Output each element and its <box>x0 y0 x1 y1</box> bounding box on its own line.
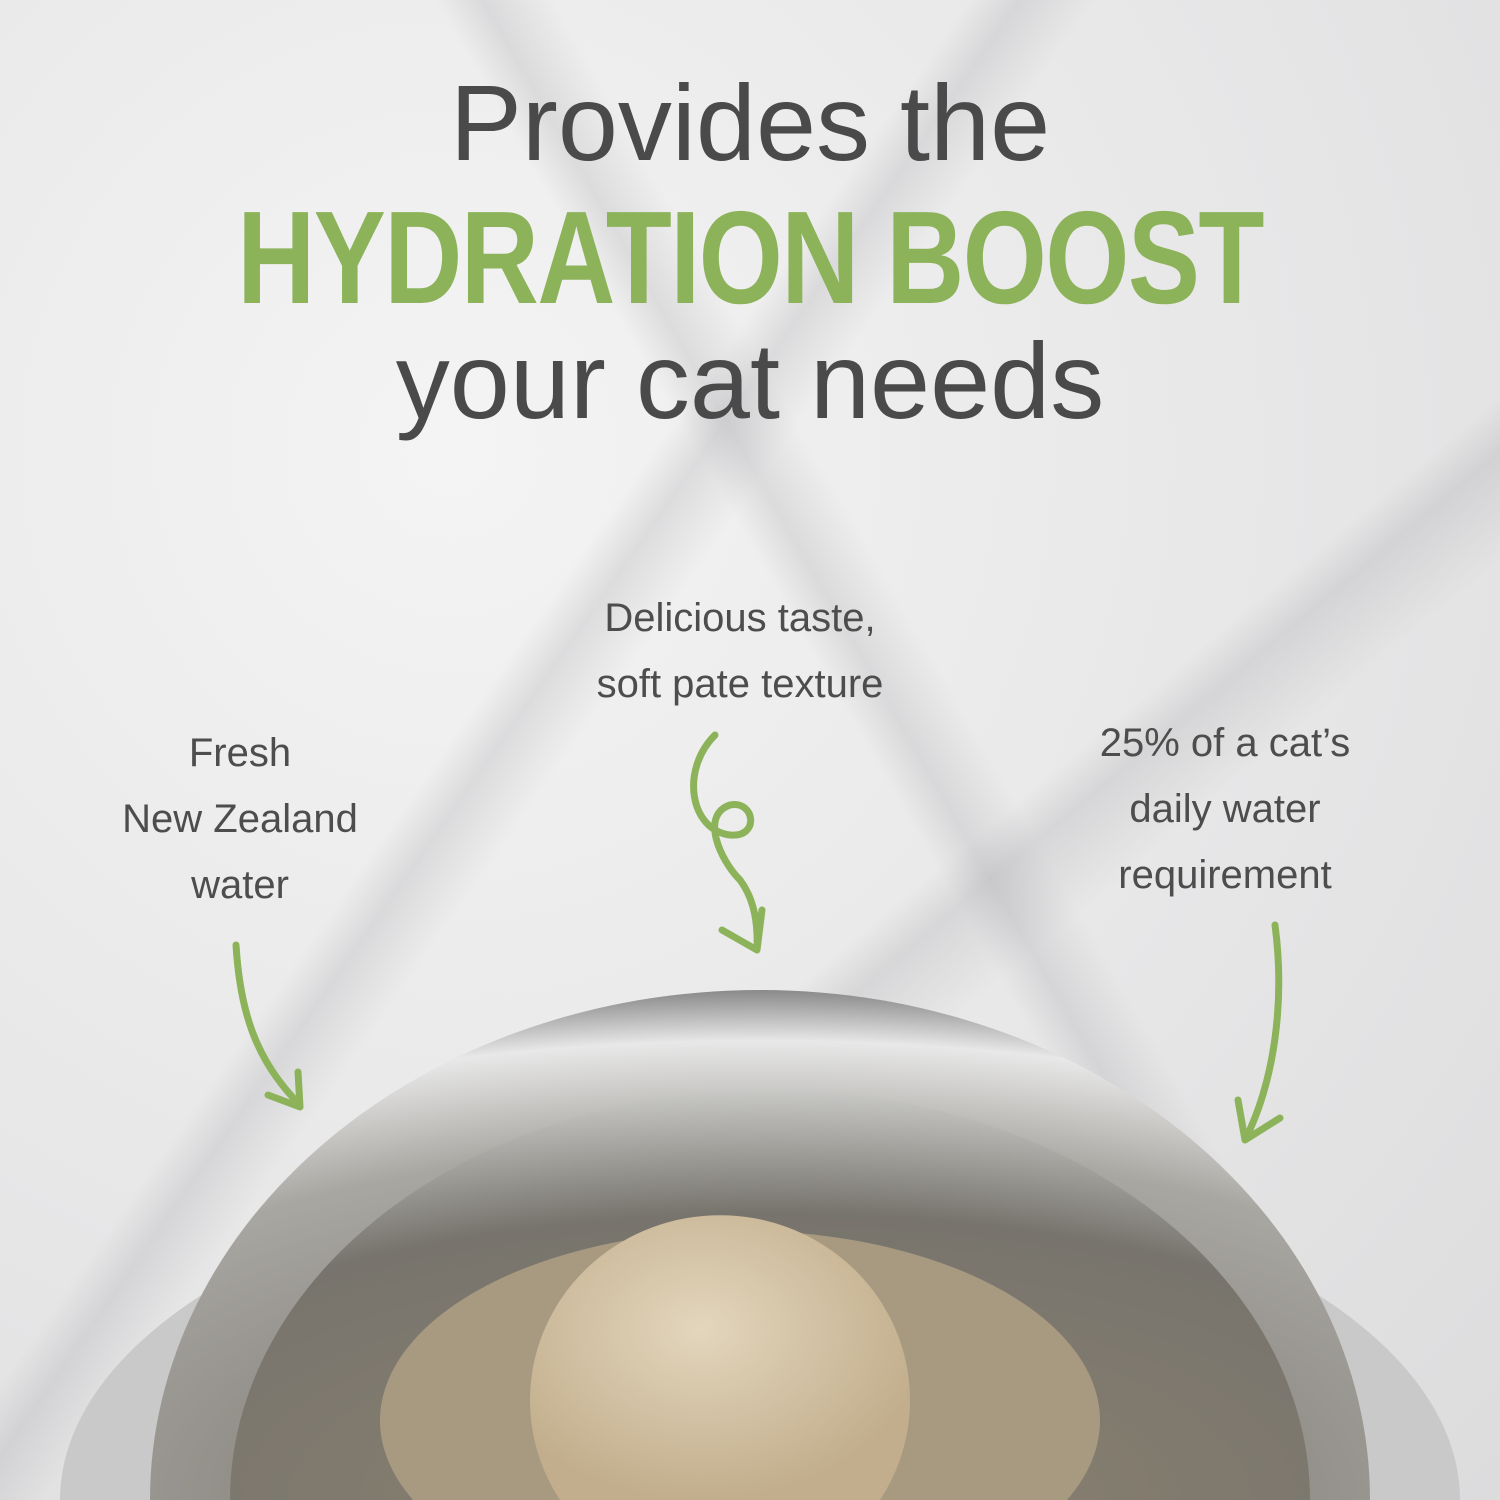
headline-line-1: Provides the <box>449 62 1051 183</box>
callout-line: Delicious taste, <box>604 596 876 640</box>
callout-line: 25% of a cat’s <box>1099 721 1351 765</box>
callout-line: New Zealand <box>122 797 358 841</box>
arrow-taste-icon <box>690 731 766 954</box>
pate-food <box>530 1215 910 1500</box>
callout-line: requirement <box>1118 853 1332 897</box>
callout-line: water <box>191 863 289 907</box>
callout-requirement: 25% of a cat’s daily water requirement <box>1040 710 1410 908</box>
arrow-water-icon <box>232 941 304 1111</box>
callout-line: daily water <box>1129 787 1321 831</box>
callout-line: soft pate texture <box>596 662 884 706</box>
arrow-requirement-icon <box>1234 921 1284 1144</box>
callout-taste: Delicious taste, soft pate texture <box>530 585 950 717</box>
headline-line-3: your cat needs <box>395 320 1105 441</box>
headline-emphasis: HYDRATION BOOST <box>237 184 1264 331</box>
callout-line: Fresh <box>188 731 292 775</box>
callout-water: Fresh New Zealand water <box>80 720 400 918</box>
